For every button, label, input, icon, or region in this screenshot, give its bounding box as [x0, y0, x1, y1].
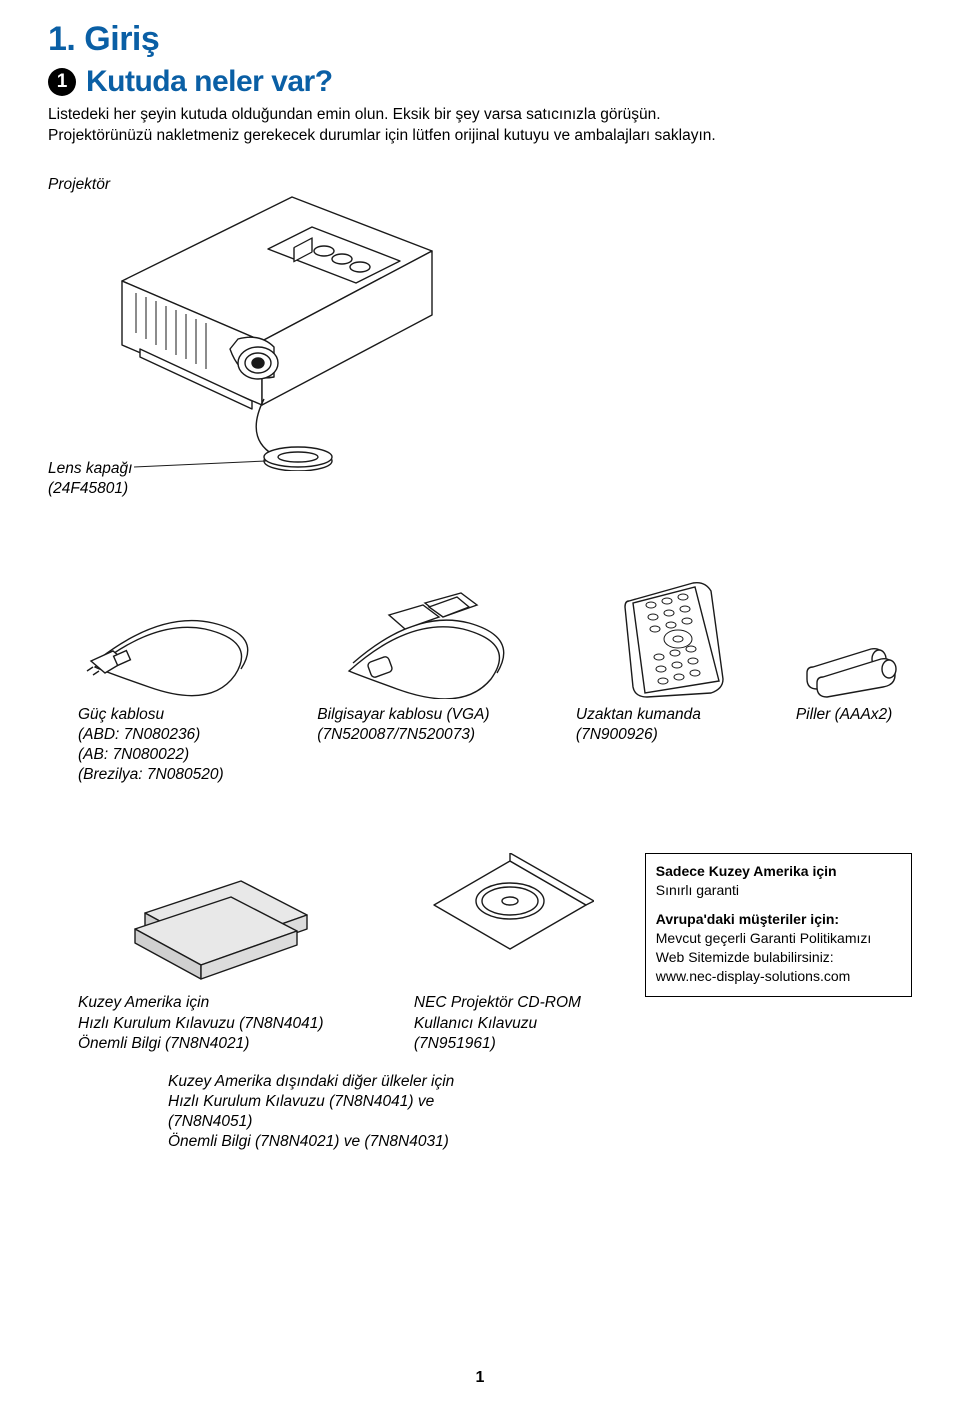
remote-l1: (7N900926) — [576, 726, 658, 743]
warranty-eu-title: Avrupa'daki müşteriler için: — [656, 910, 901, 929]
projector-figure-area: Projektör — [48, 175, 912, 545]
power-cable-title: Güç kablosu — [78, 706, 164, 723]
power-cable-illustration — [78, 587, 281, 699]
cdrom-item: NEC Projektör CD-ROM Kullanıcı Kılavuzu … — [414, 853, 605, 1053]
manuals-other-caption: Kuzey Amerika dışındaki diğer ülkeler iç… — [48, 1072, 468, 1153]
power-cable-caption: Güç kablosu (ABD: 7N080236) (AB: 7N08002… — [78, 705, 281, 786]
warranty-box: Sadece Kuzey Amerika için Sınırlı garant… — [645, 853, 912, 996]
leader-line — [134, 457, 284, 477]
section-heading-row: 1 Kutuda neler var? — [48, 65, 912, 99]
cdrom-illustration — [414, 853, 605, 983]
manuals-other-l1: Kuzey Amerika dışındaki diğer ülkeler iç… — [168, 1073, 454, 1090]
section-number-badge: 1 — [48, 68, 76, 96]
cdrom-l3: (7N951961) — [414, 1035, 496, 1052]
cdrom-caption: NEC Projektör CD-ROM Kullanıcı Kılavuzu … — [414, 993, 605, 1053]
manuals-na-l3: Önemli Bilgi (7N8N4021) — [78, 1035, 249, 1052]
vga-cable-illustration — [317, 587, 540, 699]
power-cable-l1: (ABD: 7N080236) — [78, 726, 200, 743]
vga-cable-caption: Bilgisayar kablosu (VGA) (7N520087/7N520… — [317, 705, 540, 745]
warranty-na-title: Sadece Kuzey Amerika için — [656, 862, 901, 881]
remote-title: Uzaktan kumanda — [576, 706, 701, 723]
batteries-title: Piller (AAAx2) — [796, 706, 892, 723]
batteries-caption: Piller (AAAx2) — [796, 705, 912, 725]
manuals-na-l2: Hızlı Kurulum Kılavuzu (7N8N4041) — [78, 1015, 324, 1032]
intro-paragraph: Listedeki her şeyin kutuda olduğundan em… — [48, 105, 912, 147]
manuals-item: Kuzey Amerika için Hızlı Kurulum Kılavuz… — [78, 853, 374, 1053]
manuals-na-caption: Kuzey Amerika için Hızlı Kurulum Kılavuz… — [78, 993, 374, 1053]
manuals-other-l2: Hızlı Kurulum Kılavuzu (7N8N4041) ve (7N… — [168, 1093, 434, 1130]
warranty-column: Sadece Kuzey Amerika için Sınırlı garant… — [645, 853, 912, 996]
cdrom-l1: NEC Projektör CD-ROM — [414, 994, 581, 1011]
warranty-na-text: Sınırlı garanti — [656, 881, 901, 900]
vga-cable-item: Bilgisayar kablosu (VGA) (7N520087/7N520… — [317, 587, 540, 786]
lens-cap-code: (24F45801) — [48, 479, 132, 499]
manuals-na-l1: Kuzey Amerika için — [78, 994, 209, 1011]
projector-illustration — [92, 191, 452, 476]
manuals-illustration — [78, 853, 374, 983]
batteries-illustration — [796, 587, 912, 699]
page-number: 1 — [0, 1369, 960, 1387]
intro-line-1: Listedeki her şeyin kutuda olduğundan em… — [48, 106, 661, 123]
cdrom-l2: Kullanıcı Kılavuzu — [414, 1015, 537, 1032]
power-cable-l2: (AB: 7N080022) — [78, 746, 189, 763]
remote-item: Uzaktan kumanda (7N900926) — [576, 587, 760, 786]
warranty-eu-text: Mevcut geçerli Garanti Politikamızı Web … — [656, 929, 901, 967]
lens-cap-label: Lens kapağı — [48, 459, 132, 479]
vga-cable-l1: (7N520087/7N520073) — [317, 726, 475, 743]
power-cable-item: Güç kablosu (ABD: 7N080236) (AB: 7N08002… — [78, 587, 281, 786]
section-title: Kutuda neler var? — [86, 65, 333, 99]
remote-illustration — [576, 587, 760, 699]
page-title: 1. Giriş — [48, 20, 912, 59]
accessory-row-1: Güç kablosu (ABD: 7N080236) (AB: 7N08002… — [48, 587, 912, 786]
intro-line-2: Projektörünüzü nakletmeniz gerekecek dur… — [48, 127, 716, 144]
warranty-url: www.nec-display-solutions.com — [656, 967, 901, 986]
batteries-item: Piller (AAAx2) — [796, 587, 912, 786]
power-cable-l3: (Brezilya: 7N080520) — [78, 766, 224, 783]
remote-caption: Uzaktan kumanda (7N900926) — [576, 705, 760, 745]
accessory-row-2: Kuzey Amerika için Hızlı Kurulum Kılavuz… — [48, 853, 912, 1053]
manuals-other-l3: Önemli Bilgi (7N8N4021) ve (7N8N4031) — [168, 1133, 449, 1150]
vga-cable-title: Bilgisayar kablosu (VGA) — [317, 706, 489, 723]
